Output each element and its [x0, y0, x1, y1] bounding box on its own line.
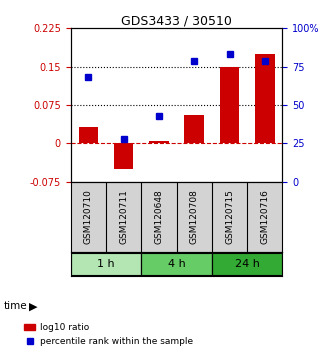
Text: GSM120715: GSM120715 — [225, 189, 234, 244]
FancyBboxPatch shape — [71, 253, 141, 275]
Text: GSM120708: GSM120708 — [190, 189, 199, 244]
Text: GSM120711: GSM120711 — [119, 189, 128, 244]
Bar — [149, 141, 169, 143]
Bar — [114, 143, 133, 169]
Text: GSM120716: GSM120716 — [260, 189, 269, 244]
Title: GDS3433 / 30510: GDS3433 / 30510 — [121, 14, 232, 27]
Text: time: time — [3, 301, 27, 311]
Bar — [220, 67, 239, 143]
Text: 1 h: 1 h — [97, 259, 115, 269]
Text: GSM120648: GSM120648 — [154, 189, 163, 244]
Bar — [185, 115, 204, 143]
Bar — [255, 54, 274, 143]
Text: 4 h: 4 h — [168, 259, 186, 269]
Text: ▶: ▶ — [29, 301, 37, 311]
FancyBboxPatch shape — [141, 253, 212, 275]
Text: 24 h: 24 h — [235, 259, 260, 269]
Text: GSM120710: GSM120710 — [84, 189, 93, 244]
Legend: log10 ratio, percentile rank within the sample: log10 ratio, percentile rank within the … — [21, 320, 196, 349]
FancyBboxPatch shape — [212, 253, 282, 275]
Bar — [79, 127, 98, 143]
